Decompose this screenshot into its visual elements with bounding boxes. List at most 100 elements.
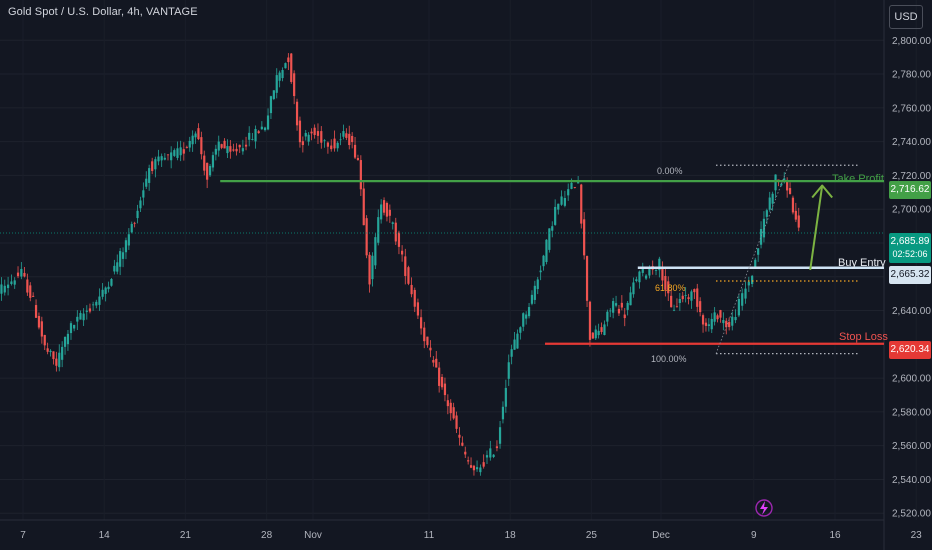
candle bbox=[458, 427, 461, 446]
candle bbox=[32, 292, 35, 298]
candle bbox=[107, 281, 110, 293]
candle bbox=[238, 144, 241, 153]
candle bbox=[472, 464, 476, 476]
candle bbox=[404, 248, 407, 285]
candle bbox=[257, 129, 260, 134]
candle bbox=[501, 401, 505, 424]
fib-100-label: 100.00% bbox=[651, 354, 687, 364]
y-tick-label: 2,640.00 bbox=[892, 306, 931, 317]
x-tick-label: 21 bbox=[180, 530, 192, 541]
candle bbox=[52, 351, 55, 365]
candle bbox=[223, 138, 226, 149]
candle bbox=[127, 228, 130, 250]
candle bbox=[446, 394, 449, 415]
candle bbox=[573, 186, 576, 189]
candle bbox=[119, 248, 122, 276]
x-tick-label: 28 bbox=[261, 530, 273, 541]
candle bbox=[121, 247, 125, 268]
candle bbox=[504, 379, 507, 413]
candle bbox=[519, 326, 522, 340]
candle bbox=[489, 440, 492, 461]
candle bbox=[771, 191, 774, 211]
candle bbox=[73, 324, 76, 332]
candle bbox=[226, 139, 229, 159]
candle bbox=[58, 344, 61, 372]
candle bbox=[248, 126, 251, 147]
candle bbox=[495, 440, 499, 452]
candle bbox=[29, 282, 32, 302]
candle bbox=[61, 341, 64, 368]
candle bbox=[316, 123, 320, 144]
candle bbox=[326, 141, 330, 154]
candle bbox=[788, 182, 792, 195]
candle bbox=[606, 309, 609, 327]
candle bbox=[10, 274, 13, 286]
lightning-icon[interactable] bbox=[755, 499, 773, 517]
candle bbox=[377, 209, 380, 246]
x-tick-label: Nov bbox=[304, 530, 322, 541]
candle bbox=[342, 124, 345, 140]
candle bbox=[475, 460, 479, 472]
candle bbox=[585, 255, 589, 308]
candle bbox=[467, 456, 470, 465]
candle bbox=[313, 124, 316, 139]
candle bbox=[182, 142, 185, 161]
currency-button[interactable]: USD bbox=[889, 5, 923, 29]
candle bbox=[362, 181, 365, 226]
candle bbox=[638, 270, 641, 289]
candle bbox=[757, 248, 760, 262]
candle bbox=[407, 265, 410, 286]
candle bbox=[241, 139, 244, 155]
candle bbox=[290, 53, 293, 84]
candle bbox=[710, 313, 713, 333]
x-tick-label: 25 bbox=[586, 530, 598, 541]
candle bbox=[139, 196, 142, 212]
candle bbox=[371, 252, 374, 287]
candle bbox=[287, 53, 290, 71]
projection-arrow[interactable] bbox=[809, 184, 833, 271]
candle bbox=[76, 310, 79, 331]
candle bbox=[664, 267, 667, 297]
candle bbox=[348, 125, 351, 150]
candle bbox=[356, 154, 360, 161]
candle bbox=[151, 157, 154, 175]
candle bbox=[194, 131, 197, 144]
candle bbox=[160, 153, 163, 167]
candle bbox=[278, 70, 281, 88]
candle bbox=[797, 207, 800, 232]
candle bbox=[145, 171, 148, 189]
candle bbox=[66, 330, 70, 351]
candle bbox=[719, 309, 722, 323]
candle bbox=[533, 280, 536, 305]
candle bbox=[563, 190, 566, 208]
candle bbox=[0, 277, 3, 301]
candle bbox=[548, 228, 551, 253]
candle bbox=[419, 309, 423, 335]
candle bbox=[208, 163, 212, 177]
candle bbox=[747, 276, 750, 292]
candle bbox=[281, 67, 284, 82]
candle bbox=[339, 133, 342, 146]
x-tick-label: 14 bbox=[99, 530, 111, 541]
candle bbox=[485, 450, 489, 465]
candle bbox=[46, 342, 49, 355]
candle bbox=[272, 90, 275, 101]
candle bbox=[310, 128, 313, 141]
candle bbox=[536, 276, 539, 295]
candle bbox=[229, 140, 232, 159]
candle bbox=[43, 334, 46, 351]
candle bbox=[269, 95, 273, 120]
candle bbox=[275, 68, 278, 99]
candle bbox=[539, 265, 542, 281]
x-tick-label: Dec bbox=[652, 530, 670, 541]
symbol-title: Gold Spot / U.S. Dollar, 4h, VANTAGE bbox=[8, 6, 198, 18]
candle bbox=[617, 305, 621, 316]
candle bbox=[635, 276, 638, 283]
buy-entry-price-tag: 2,665.32 bbox=[889, 266, 931, 284]
y-tick-label: 2,540.00 bbox=[892, 475, 931, 486]
candle bbox=[374, 233, 377, 270]
candle bbox=[661, 261, 664, 286]
candle bbox=[55, 351, 58, 372]
candle bbox=[157, 149, 160, 166]
